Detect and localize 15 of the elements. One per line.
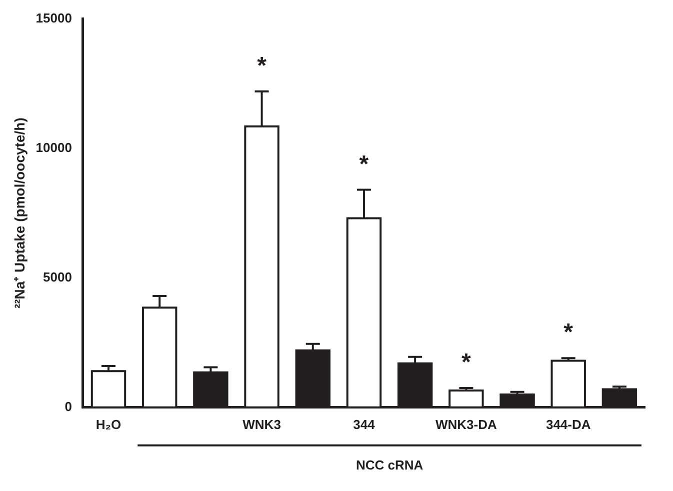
x-tick-label: H₂O <box>96 416 122 432</box>
x-tick-label: WNK3 <box>242 416 281 432</box>
data-label: * <box>564 319 574 346</box>
y-tick-label: 10000 <box>36 140 72 155</box>
data-label: * <box>461 348 472 376</box>
text: NCC cRNA <box>356 457 424 472</box>
y-tick-label: 0 <box>64 398 72 414</box>
data-label: * <box>359 150 370 178</box>
y-tick-label: 5000 <box>43 269 72 284</box>
data-label: * <box>257 52 268 80</box>
y-axis-title: ²²Na⁺ Uptake (pmol/oocyte/h) <box>11 118 28 309</box>
x-tick-label: WNK3-DA <box>435 416 498 432</box>
x-tick-label: 344-DA <box>546 416 592 432</box>
y-tick-label: 15000 <box>36 10 72 26</box>
x-tick-label: 344 <box>353 416 376 432</box>
